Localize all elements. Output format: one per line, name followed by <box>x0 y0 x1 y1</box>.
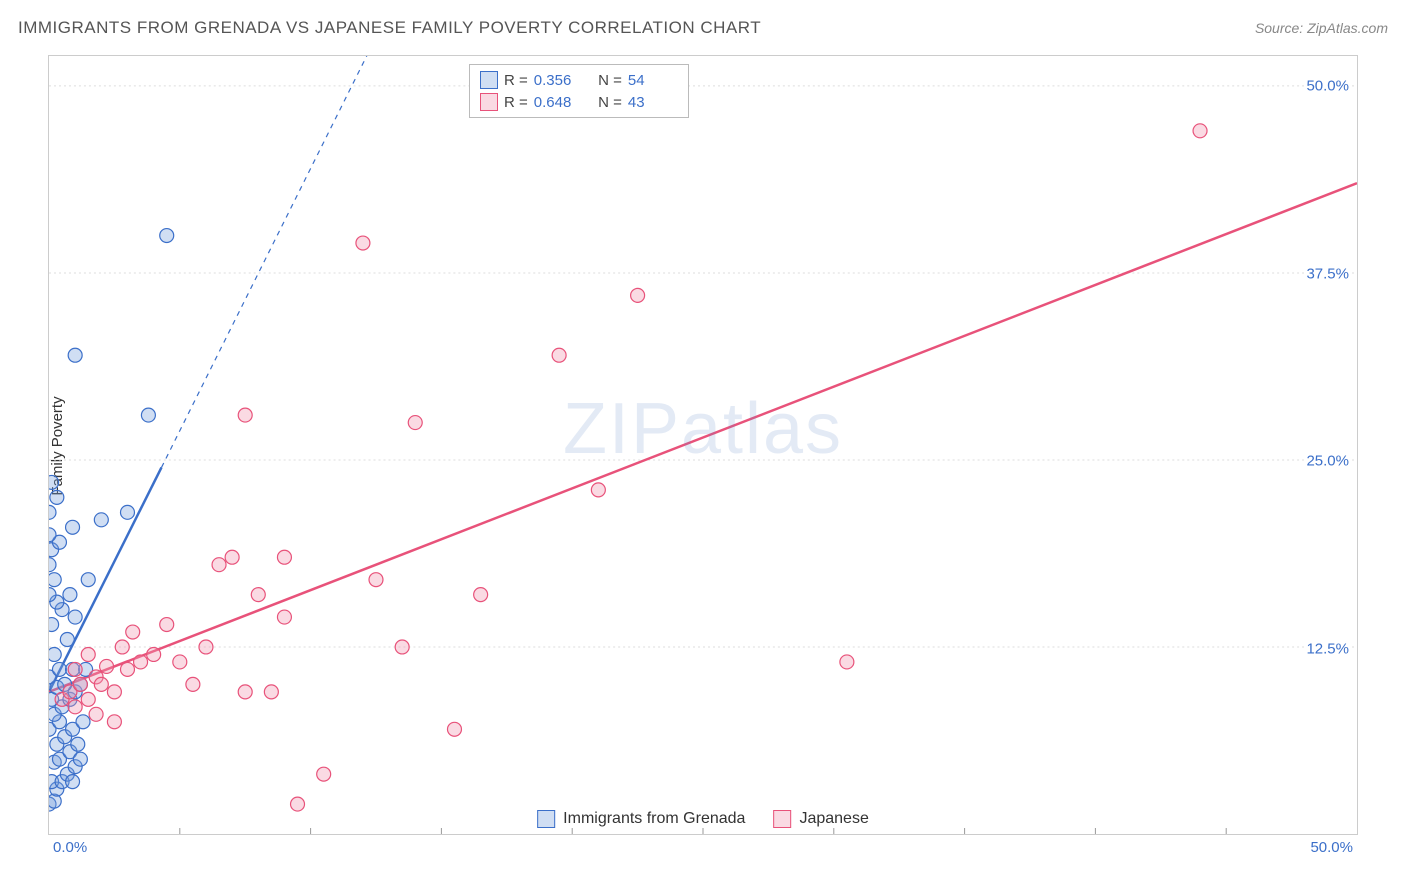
r-value: 0.356 <box>534 72 584 89</box>
legend-label: Japanese <box>799 810 868 828</box>
r-label: R = <box>504 94 528 111</box>
x-axis-max-label: 50.0% <box>1310 839 1353 856</box>
x-axis-origin-label: 0.0% <box>53 839 87 856</box>
r-label: R = <box>504 72 528 89</box>
chart-title: IMMIGRANTS FROM GRENADA VS JAPANESE FAMI… <box>18 18 761 38</box>
n-value: 43 <box>628 94 678 111</box>
stats-row: R = 0.356 N = 54 <box>480 69 678 91</box>
y-tick-label: 50.0% <box>1304 78 1351 95</box>
legend-item: Japanese <box>773 810 868 828</box>
correlation-stats-box: R = 0.356 N = 54 R = 0.648 N = 43 <box>469 64 689 118</box>
y-tick-label: 12.5% <box>1304 640 1351 657</box>
y-tick-label: 25.0% <box>1304 453 1351 470</box>
chart-plot-area: ZIPatlas R = 0.356 N = 54 R = 0.648 N = … <box>48 55 1358 835</box>
source-attribution: Source: ZipAtlas.com <box>1255 20 1388 36</box>
n-label: N = <box>590 72 622 89</box>
r-value: 0.648 <box>534 94 584 111</box>
n-value: 54 <box>628 72 678 89</box>
chart-header: IMMIGRANTS FROM GRENADA VS JAPANESE FAMI… <box>18 18 1388 38</box>
legend: Immigrants from Grenada Japanese <box>533 810 873 828</box>
legend-item: Immigrants from Grenada <box>537 810 745 828</box>
legend-swatch <box>480 71 498 89</box>
legend-swatch <box>480 93 498 111</box>
legend-swatch <box>537 810 555 828</box>
scatter-plot-svg <box>49 56 1357 834</box>
y-tick-label: 37.5% <box>1304 265 1351 282</box>
n-label: N = <box>590 94 622 111</box>
legend-swatch <box>773 810 791 828</box>
legend-label: Immigrants from Grenada <box>563 810 745 828</box>
stats-row: R = 0.648 N = 43 <box>480 91 678 113</box>
